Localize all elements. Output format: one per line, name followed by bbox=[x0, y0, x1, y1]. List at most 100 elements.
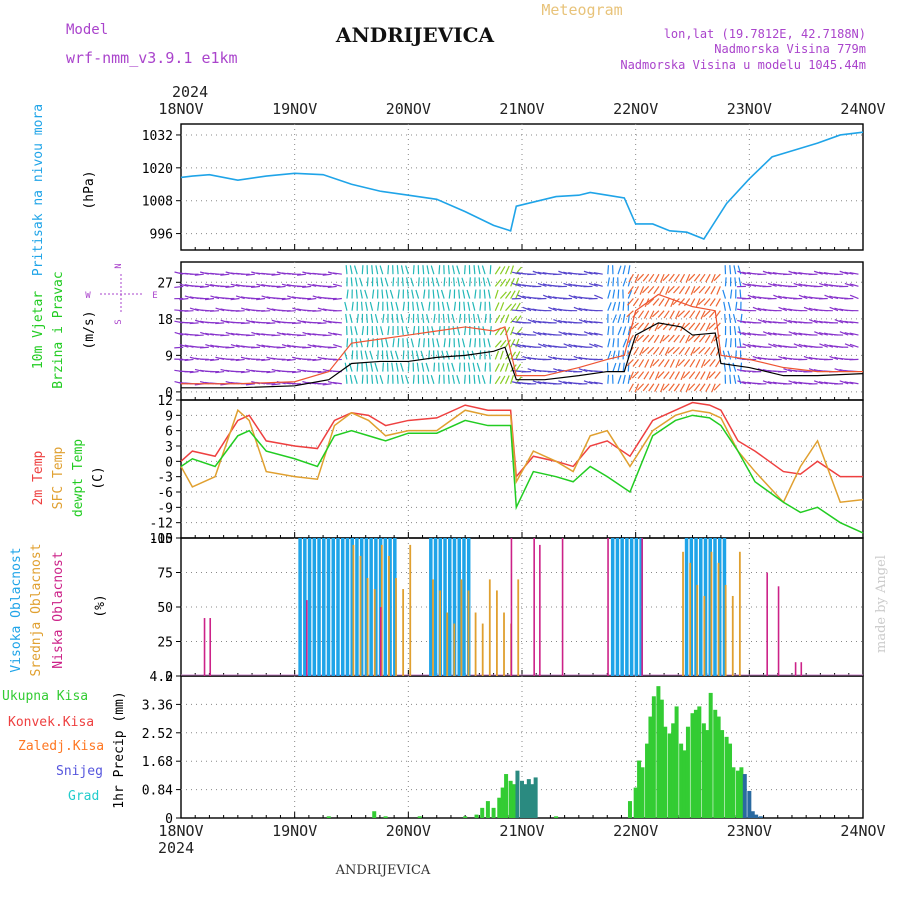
wind-arrow bbox=[378, 302, 379, 311]
high-cloud-ylabel: Visoka Oblacnost bbox=[9, 547, 24, 672]
model-altitude-label: Nadmorska Visina u modelu 1045.44m bbox=[620, 58, 866, 72]
mid-cloud-bar bbox=[374, 589, 376, 676]
wind-arrow bbox=[433, 290, 434, 299]
precip-bar bbox=[709, 693, 713, 818]
wind-arrow bbox=[397, 375, 398, 384]
wind-arrow bbox=[431, 266, 434, 275]
high-cloud-bar bbox=[327, 538, 331, 676]
wind-arrow bbox=[729, 314, 730, 323]
high-cloud-bar bbox=[713, 538, 717, 676]
temperature-ytick-label: 0 bbox=[165, 455, 173, 470]
wind-arrow bbox=[500, 363, 504, 371]
wind-arrow bbox=[734, 265, 736, 274]
dewpt-ylabel: dewpt Temp bbox=[71, 439, 86, 517]
wind-arrow bbox=[653, 347, 659, 354]
precip-bar bbox=[554, 816, 558, 818]
wind-arrow bbox=[195, 335, 204, 336]
mid-cloud-bar bbox=[682, 552, 684, 676]
wind-arrow bbox=[629, 384, 633, 392]
wind-arrow bbox=[376, 375, 378, 384]
mid-cloud-bar bbox=[725, 585, 727, 676]
wind-arrow bbox=[668, 335, 674, 342]
wind-arrow bbox=[174, 286, 183, 287]
cloud-ytick-label: 50 bbox=[157, 601, 173, 616]
pressure-series-line bbox=[181, 132, 863, 239]
precip-ytick-label: 3.36 bbox=[142, 698, 173, 713]
wind-arrow bbox=[690, 299, 694, 307]
wind-arrow bbox=[480, 350, 481, 359]
precip-bar bbox=[660, 700, 664, 818]
wind-arrow bbox=[484, 338, 485, 347]
wind-arrow bbox=[723, 351, 725, 360]
precip-bar bbox=[509, 781, 513, 818]
wind-arrow bbox=[470, 338, 471, 347]
mid-cloud-bar bbox=[468, 590, 470, 676]
wind-arrow bbox=[653, 299, 659, 306]
wind-arrow bbox=[398, 290, 399, 299]
wind-ytick-label: 27 bbox=[157, 276, 173, 291]
wind-arrow bbox=[650, 311, 654, 319]
wind-arrow bbox=[623, 278, 626, 287]
precip-ytick-label: 0.84 bbox=[142, 784, 173, 799]
wind-arrow bbox=[516, 303, 521, 311]
wind-arrow bbox=[413, 375, 414, 384]
wind-arrow bbox=[459, 290, 460, 299]
wind-arrow bbox=[645, 359, 649, 367]
wind-arrow bbox=[397, 265, 398, 274]
wind-arrow bbox=[740, 338, 741, 347]
wind-arrow bbox=[634, 347, 639, 355]
wind-arrow bbox=[618, 290, 619, 299]
wind-arrow bbox=[506, 376, 510, 384]
wind-arrow bbox=[670, 359, 674, 367]
wind-arrow bbox=[700, 323, 705, 331]
wind-arrow bbox=[705, 335, 710, 343]
high-cloud-bar bbox=[443, 538, 447, 676]
temp-unit-label: (C) bbox=[91, 466, 106, 489]
precip-bar bbox=[702, 723, 706, 818]
wind-arrow bbox=[388, 375, 389, 384]
wind-arrow bbox=[453, 375, 455, 384]
wind-arrow bbox=[372, 265, 373, 274]
high-cloud-bar bbox=[448, 538, 452, 676]
wind-arrow bbox=[633, 299, 638, 306]
x-tick-label-bottom: 18NOV bbox=[158, 822, 203, 840]
wind-arrow bbox=[443, 314, 444, 323]
wind-arrow bbox=[488, 278, 491, 287]
wind-arrow bbox=[725, 314, 726, 323]
wind-arrow bbox=[225, 347, 234, 348]
wind-arrow bbox=[654, 286, 659, 293]
wind-arrow bbox=[674, 384, 679, 391]
wind-arrow bbox=[366, 302, 368, 311]
precip-bar bbox=[418, 816, 422, 818]
cloud-ytick-label: 75 bbox=[157, 567, 173, 582]
wind-arrow bbox=[664, 311, 669, 318]
wind-arrow bbox=[665, 299, 669, 307]
wind-arrow bbox=[407, 338, 408, 347]
lonlat-label: lon,lat (19.7812E, 42.7188N) bbox=[664, 27, 866, 41]
wind-arrow bbox=[608, 326, 609, 335]
wind-arrow bbox=[643, 274, 649, 281]
wind-arrow bbox=[627, 311, 634, 317]
panels-group: 996100810201032091827-15-12-9-6-30369120… bbox=[2, 100, 886, 840]
wind-arrow bbox=[392, 314, 393, 323]
wind-arrow bbox=[495, 341, 501, 348]
wind-arrow bbox=[381, 278, 383, 287]
mid-cloud-bar bbox=[460, 579, 462, 676]
wind-arrow bbox=[706, 274, 710, 282]
wind-arrow bbox=[696, 359, 700, 367]
precip-bar bbox=[372, 811, 376, 818]
wind-arrow bbox=[386, 339, 388, 348]
wind-arrow bbox=[659, 359, 665, 366]
precip-bar bbox=[739, 767, 743, 818]
precip-legend-0: Ukupna Kisa bbox=[2, 689, 88, 704]
wind-arrow bbox=[388, 326, 389, 335]
low-cloud-bar bbox=[607, 538, 609, 676]
precip-ytick-label: 4.2 bbox=[150, 670, 173, 685]
wind-arrow bbox=[452, 363, 455, 372]
wind-arrow bbox=[623, 265, 625, 274]
wind-arrow bbox=[395, 351, 398, 360]
wind-arrow bbox=[500, 302, 503, 310]
mid-cloud-bar bbox=[360, 556, 362, 676]
